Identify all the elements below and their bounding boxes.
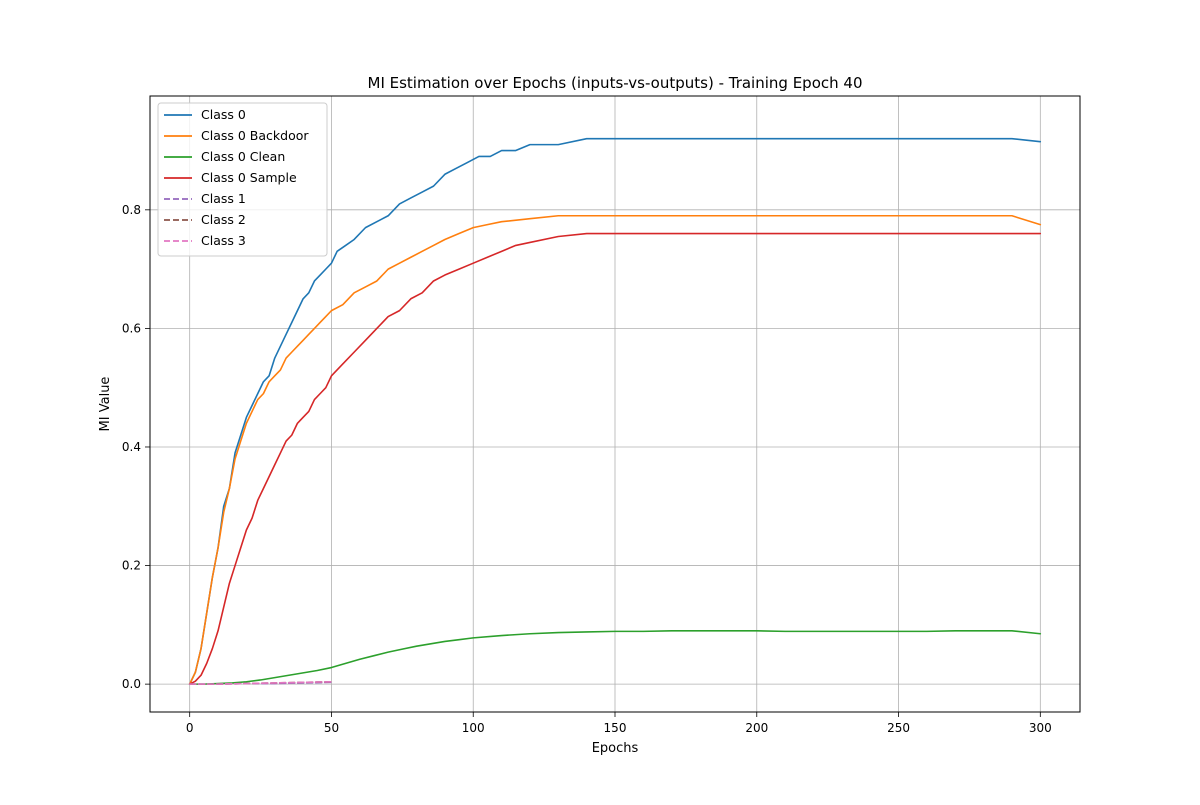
x-tick-label: 100: [462, 721, 485, 735]
x-tick-label: 250: [887, 721, 910, 735]
y-tick-label: 0.0: [122, 677, 141, 691]
x-tick-label: 300: [1029, 721, 1052, 735]
series-line-class-0-clean: [188, 629, 1042, 685]
x-tick-label: 200: [745, 721, 768, 735]
legend-label: Class 1: [201, 191, 246, 206]
tick-layer: 0 50 100 150 200 250 300 0.0 0.2 0.4 0.6 0.8: [122, 203, 1052, 735]
series-line-class-3: [188, 680, 333, 685]
legend-label: Class 3: [201, 233, 246, 248]
legend-label: Class 0: [201, 107, 246, 122]
y-tick-label: 0.4: [122, 440, 141, 454]
legend-label: Class 0 Sample: [201, 170, 297, 185]
y-tick-label: 0.2: [122, 559, 141, 573]
x-tick-label: 0: [186, 721, 194, 735]
grid-layer: [150, 96, 1080, 712]
y-tick-label: 0.6: [122, 321, 141, 335]
y-tick-label: 0.8: [122, 203, 141, 217]
series-line-class-0: [188, 137, 1042, 685]
x-axis-label: Epochs: [592, 741, 639, 756]
series-line-class-0-sample: [188, 232, 1042, 685]
x-tick-label: 50: [324, 721, 339, 735]
y-axis-label: MI Value: [98, 377, 113, 432]
legend-label: Class 2: [201, 212, 246, 227]
x-tick-label: 150: [604, 721, 627, 735]
legend-label: Class 0 Backdoor: [201, 128, 309, 143]
legend-box: [157, 102, 328, 257]
series-layer: [188, 137, 1042, 685]
chart-title: MI Estimation over Epochs (inputs-vs-out…: [368, 74, 863, 92]
series-line-class-0-backdoor: [188, 214, 1042, 685]
legend-label: Class 0 Clean: [201, 149, 285, 164]
legend: Class 0 Class 0 Backdoor Class 0 Clean Clas…: [157, 102, 328, 257]
